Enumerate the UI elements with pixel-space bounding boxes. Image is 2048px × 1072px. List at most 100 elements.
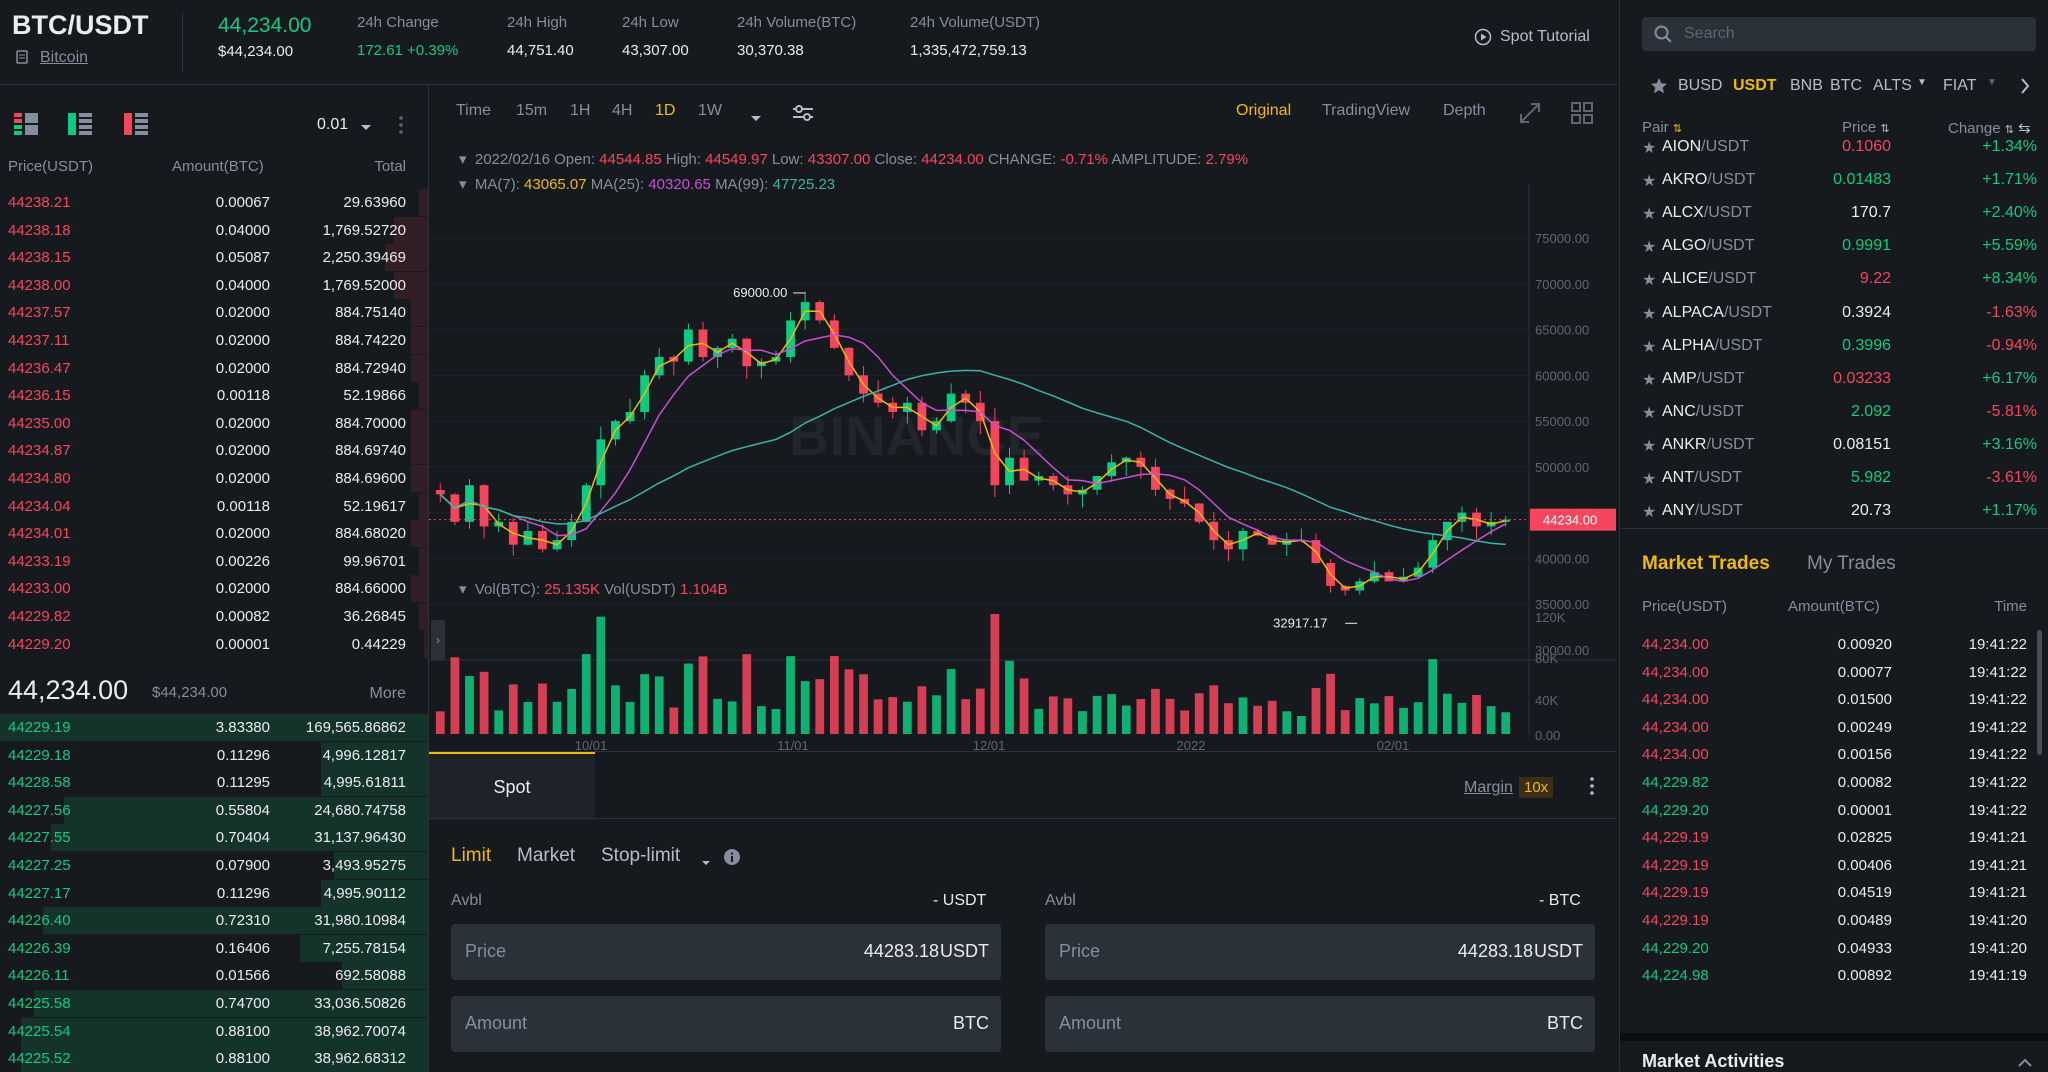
star-icon[interactable]: ★ [1642, 239, 1657, 257]
orderbook-bids-view-icon[interactable] [68, 113, 92, 140]
market-pair-row[interactable]: ★ AION/USDT 0.1060 +1.34% [1620, 132, 2048, 165]
bid-row[interactable]: 44225.54 0.88100 38,962.70074 [0, 1017, 428, 1045]
ask-row[interactable]: 44234.80 0.02000 884.69600 [0, 465, 428, 492]
ask-row[interactable]: 44237.57 0.02000 884.75140 [0, 299, 428, 327]
indicator-settings-icon[interactable] [791, 102, 815, 129]
star-icon[interactable]: ★ [1642, 173, 1657, 191]
orderbook-both-view-icon[interactable] [14, 113, 38, 140]
swap-icon[interactable]: ⇆ [2018, 120, 2031, 137]
market-pair-row[interactable]: ★ ALPHA/USDT 0.3996 -0.94% [1620, 331, 2048, 364]
chevron-down-icon[interactable]: ▼ [1987, 77, 1997, 88]
market-pair-row[interactable]: ★ ANC/USDT 2.092 -5.81% [1620, 397, 2048, 430]
timeframe-15m[interactable]: 15m [516, 102, 548, 119]
tab-my-trades[interactable]: My Trades [1807, 553, 1896, 574]
ask-row[interactable]: 44229.20 0.00001 0.44229 [0, 630, 428, 658]
timeframe-time[interactable]: Time [456, 102, 491, 119]
ask-row[interactable]: 44234.87 0.02000 884.69740 [0, 437, 428, 465]
star-icon[interactable]: ★ [1642, 305, 1657, 323]
chevron-right-icon[interactable] [2020, 78, 2030, 99]
bid-row[interactable]: 44228.58 0.11295 4,995.61811 [0, 769, 428, 797]
bid-row[interactable]: 44225.52 0.88100 38,962.68312 [0, 1045, 428, 1072]
order-type-stop-limit[interactable]: Stop-limit [601, 845, 681, 866]
ask-row[interactable]: 44236.47 0.02000 884.72940 [0, 354, 428, 382]
timeframe-more-icon[interactable] [750, 110, 762, 128]
ask-row[interactable]: 44236.15 0.00118 52.19866 [0, 382, 428, 410]
expand-orderbook-handle[interactable]: › [431, 620, 445, 660]
collapse-icon[interactable]: ▾ [459, 151, 467, 168]
market-pair-row[interactable]: ★ ANKR/USDT 0.08151 +3.16% [1620, 430, 2048, 463]
market-pair-row[interactable]: ★ AMP/USDT 0.03233 +6.17% [1620, 364, 2048, 397]
bid-row[interactable]: 44226.39 0.16406 7,255.78154 [0, 934, 428, 962]
market-pair-row[interactable]: ★ ALCX/USDT 170.7 +2.40% [1620, 198, 2048, 231]
fullscreen-icon[interactable] [1519, 102, 1541, 129]
star-icon[interactable]: ★ [1642, 272, 1657, 290]
market-tab-usdt[interactable]: USDT [1733, 77, 1777, 94]
star-icon[interactable] [1650, 77, 1668, 100]
bid-row[interactable]: 44227.25 0.07900 3,493.95275 [0, 852, 428, 879]
ask-row[interactable]: 44238.21 0.00067 29.63960 [0, 189, 428, 216]
ask-row[interactable]: 44229.82 0.00082 36.26845 [0, 603, 428, 630]
sell-amount-input[interactable]: Amount BTC [1045, 996, 1595, 1052]
star-icon[interactable]: ★ [1642, 206, 1657, 224]
market-tab-alts[interactable]: ALTS [1873, 77, 1912, 94]
market-tab-btc[interactable]: BTC [1830, 77, 1862, 94]
margin-link[interactable]: Margin [1464, 779, 1513, 796]
collapse-icon[interactable]: ▾ [459, 176, 467, 193]
timeframe-1h[interactable]: 1H [570, 102, 591, 119]
ask-row[interactable]: 44234.01 0.02000 884.68020 [0, 520, 428, 548]
timeframe-4h[interactable]: 4H [612, 102, 633, 119]
order-type-limit[interactable]: Limit [451, 845, 492, 866]
price-chart[interactable]: 75000.00 70000.00 65000.00 60000.00 55000.00… [429, 145, 1617, 751]
timeframe-1w[interactable]: 1W [698, 102, 722, 119]
bid-row[interactable]: 44227.56 0.55804 24,680.74758 [0, 796, 428, 824]
market-pair-row[interactable]: ★ ANY/USDT 20.73 +1.17% [1620, 496, 2048, 529]
star-icon[interactable]: ★ [1642, 140, 1657, 157]
play-circle-icon[interactable] [1474, 28, 1492, 46]
market-pair-row[interactable]: ★ ALGO/USDT 0.9991 +5.59% [1620, 231, 2048, 264]
market-pair-row[interactable]: ★ ALPACA/USDT 0.3924 -1.63% [1620, 298, 2048, 331]
view-depth[interactable]: Depth [1443, 102, 1486, 119]
bid-row[interactable]: 44229.18 0.11296 4,996.12817 [0, 741, 428, 769]
market-pair-row[interactable]: ★ ALICE/USDT 9.22 +8.34% [1620, 264, 2048, 297]
chevron-down-icon[interactable] [701, 854, 711, 872]
info-icon[interactable] [723, 848, 741, 871]
ask-row[interactable]: 44234.04 0.00118 52.19617 [0, 492, 428, 520]
bid-row[interactable]: 44226.40 0.72310 31,980.10984 [0, 907, 428, 935]
timeframe-1d[interactable]: 1D [655, 102, 676, 119]
tab-spot[interactable]: Spot [429, 752, 595, 820]
market-pair-row[interactable]: ★ AKRO/USDT 0.01483 +1.71% [1620, 165, 2048, 198]
view-tradingview[interactable]: TradingView [1322, 102, 1411, 119]
star-icon[interactable]: ★ [1642, 504, 1657, 522]
ask-row[interactable]: 44237.11 0.02000 884.74220 [0, 327, 428, 354]
leverage-badge[interactable]: 10x [1519, 777, 1554, 798]
ask-row[interactable]: 44238.00 0.04000 1,769.52000 [0, 271, 428, 299]
market-tab-fiat[interactable]: FIAT [1943, 77, 1977, 94]
scrollbar[interactable] [2037, 630, 2042, 755]
market-tab-bnb[interactable]: BNB [1790, 77, 1823, 94]
chevron-up-icon[interactable] [2018, 1054, 2032, 1072]
collapse-icon[interactable]: ▾ [459, 581, 467, 598]
ask-row[interactable]: 44233.19 0.00226 99.96701 [0, 547, 428, 575]
coin-link[interactable]: Bitcoin [40, 49, 89, 66]
market-tab-busd[interactable]: BUSD [1678, 77, 1723, 94]
spot-tutorial-link[interactable]: Spot Tutorial [1500, 28, 1590, 45]
bid-row[interactable]: 44225.58 0.74700 33,036.50826 [0, 990, 428, 1017]
market-pair-row[interactable]: ★ ANT/USDT 5.982 -3.61% [1620, 463, 2048, 496]
star-icon[interactable]: ★ [1642, 404, 1657, 422]
ask-row[interactable]: 44235.00 0.02000 884.70000 [0, 409, 428, 437]
search-input[interactable]: Search [1642, 17, 2036, 51]
ask-row[interactable]: 44238.15 0.05087 2,250.39469 [0, 244, 428, 272]
bid-row[interactable]: 44227.17 0.11296 4,995.90112 [0, 879, 428, 907]
ask-row[interactable]: 44233.00 0.02000 884.66000 [0, 575, 428, 603]
view-original[interactable]: Original [1236, 102, 1292, 119]
col-price[interactable]: Price ⇅ [1842, 119, 1890, 136]
buy-amount-input[interactable]: Amount BTC [451, 996, 1001, 1052]
more-link[interactable]: More [369, 685, 406, 702]
ask-row[interactable]: 44238.18 0.04000 1,769.52720 [0, 216, 428, 244]
precision-select[interactable]: 0.01 [317, 116, 349, 133]
col-change[interactable]: Change ⇅ ⇆ [1948, 119, 2031, 137]
tab-market-trades[interactable]: Market Trades [1642, 553, 1770, 574]
star-icon[interactable]: ★ [1642, 338, 1657, 356]
chevron-down-icon[interactable]: ▼ [1917, 77, 1927, 88]
star-icon[interactable]: ★ [1642, 471, 1657, 488]
